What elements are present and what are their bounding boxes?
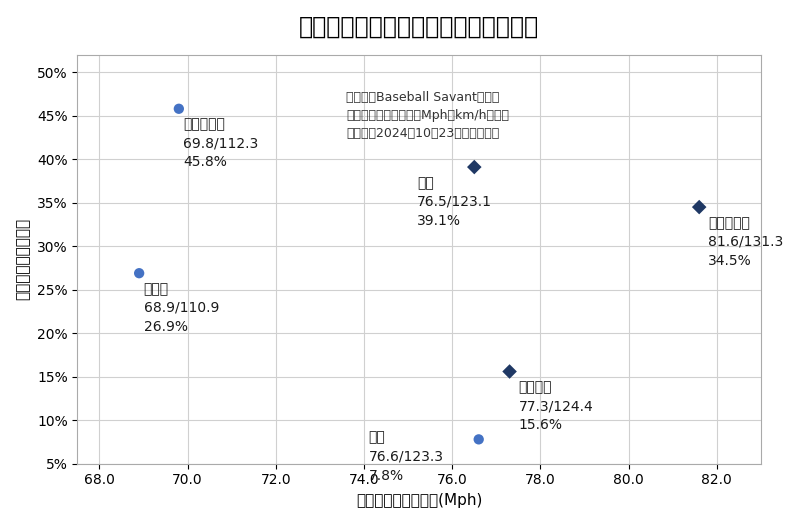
Point [132, 269, 145, 277]
X-axis label: 平均バットスピード(Mph): 平均バットスピード(Mph) [355, 493, 482, 508]
Text: ベッツ
68.9/110.9
26.9%: ベッツ 68.9/110.9 26.9% [144, 282, 219, 334]
Title: スイング内容の比較（地区シリーズ）: スイング内容の比較（地区シリーズ） [298, 15, 539, 39]
Point [692, 203, 705, 211]
Text: フリーマン
69.8/112.3
45.8%: フリーマン 69.8/112.3 45.8% [183, 118, 258, 169]
Text: 大谷
76.6/123.3
7.8%: 大谷 76.6/123.3 7.8% [368, 430, 443, 483]
Text: ジャッジ
77.3/124.4
15.6%: ジャッジ 77.3/124.4 15.6% [518, 380, 593, 432]
Point [503, 367, 516, 376]
Text: スタントン
81.6/131.3
34.5%: スタントン 81.6/131.3 34.5% [707, 216, 782, 268]
Text: データはBaseball Savantによる
平均バットスピードはMph、km/hを併記
日本時間2024年10月23日に最終確認: データはBaseball Savantによる 平均バットスピードはMph、km/… [346, 92, 508, 140]
Y-axis label: スクエア・アップ率: スクエア・アップ率 [15, 218, 30, 300]
Point [472, 435, 484, 444]
Point [172, 105, 185, 113]
Point [468, 163, 480, 171]
Text: ソト
76.5/123.1
39.1%: ソト 76.5/123.1 39.1% [416, 176, 492, 228]
